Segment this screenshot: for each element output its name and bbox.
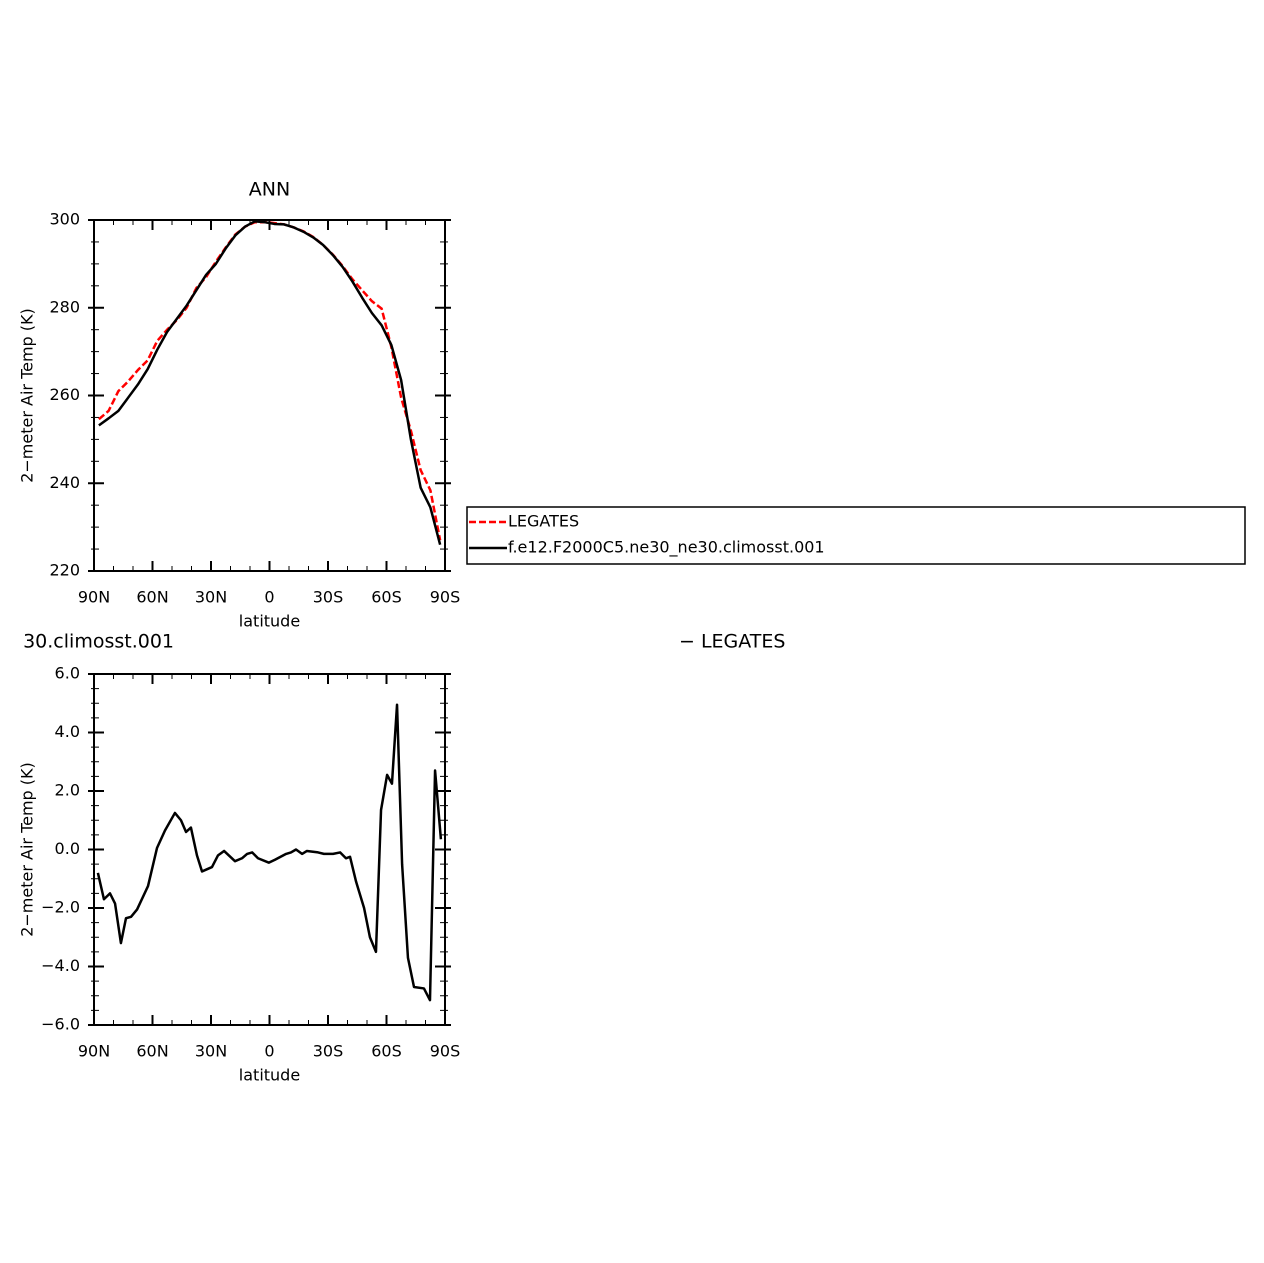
- y-tick-label: −6.0: [41, 1015, 80, 1034]
- y-tick-label: 300: [49, 210, 80, 229]
- x-tick-label: 30N: [195, 1042, 227, 1061]
- plot-frame: [93, 673, 446, 1026]
- chart-title: ANN: [249, 179, 290, 201]
- y-tick-label: 280: [49, 297, 80, 316]
- data-line: [98, 220, 442, 541]
- x-tick-label: 30S: [313, 588, 344, 607]
- y-tick-label: 6.0: [55, 664, 80, 683]
- x-tick-label: 90N: [78, 588, 110, 607]
- y-tick-label: −4.0: [41, 956, 80, 975]
- x-tick-label: 60N: [136, 588, 168, 607]
- x-tick-label: 60S: [371, 588, 402, 607]
- chart-subtitle: − LEGATES: [679, 631, 785, 653]
- x-tick-label: 30S: [313, 1042, 344, 1061]
- x-tick-label: 90N: [78, 1042, 110, 1061]
- x-tick-label: 0: [264, 588, 274, 607]
- legend-label: LEGATES: [508, 512, 579, 531]
- x-tick-label: 60S: [371, 1042, 402, 1061]
- y-tick-label: 220: [49, 561, 80, 580]
- y-tick-label: −2.0: [41, 898, 80, 917]
- legend-box: [466, 506, 1246, 565]
- y-tick-label: 4.0: [55, 722, 80, 741]
- y-tick-label: 0.0: [55, 839, 80, 858]
- x-tick-label: 90S: [430, 1042, 461, 1061]
- x-tick-label: 0: [264, 1042, 274, 1061]
- data-line: [98, 220, 442, 545]
- x-axis-label: latitude: [239, 612, 300, 631]
- x-tick-label: 60N: [136, 1042, 168, 1061]
- chart-title: 30.climosst.001: [23, 631, 174, 653]
- y-axis-label: 2−meter Air Temp (K): [18, 308, 37, 483]
- y-tick-label: 260: [49, 385, 80, 404]
- data-line: [96, 703, 443, 1002]
- y-axis-label: 2−meter Air Temp (K): [18, 762, 37, 937]
- plot-frame: [93, 219, 446, 572]
- legend-label: f.e12.F2000C5.ne30_ne30.climosst.001: [508, 538, 825, 558]
- x-axis-label: latitude: [239, 1066, 300, 1085]
- y-tick-label: 2.0: [55, 781, 80, 800]
- x-tick-label: 30N: [195, 588, 227, 607]
- x-tick-label: 90S: [430, 588, 461, 607]
- y-tick-label: 240: [49, 473, 80, 492]
